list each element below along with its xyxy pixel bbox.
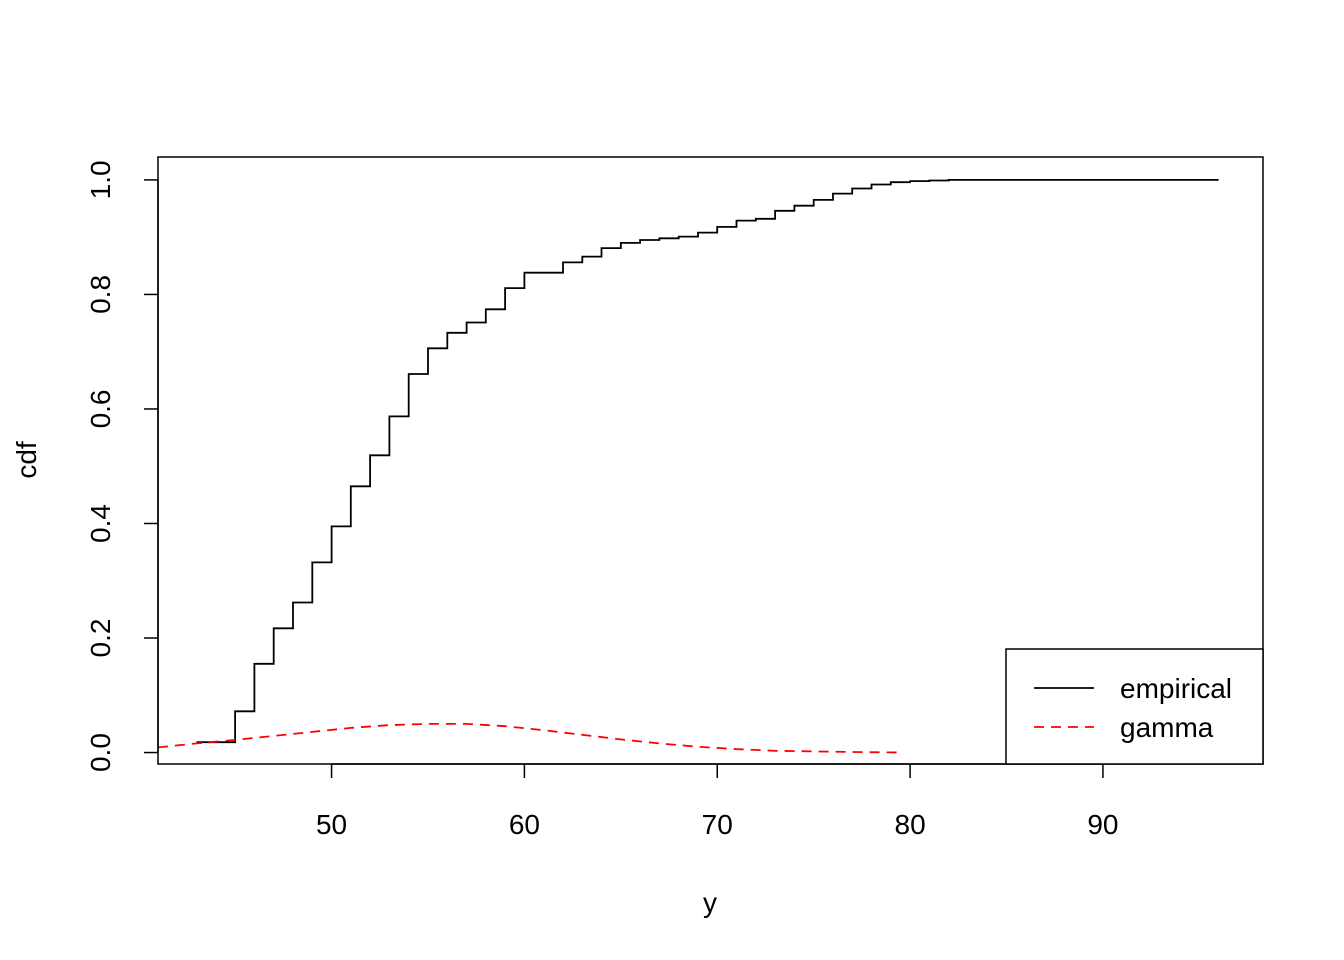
legend-box <box>1005 648 1264 765</box>
series-line-gamma <box>157 723 901 754</box>
y-tick-label: 1.0 <box>85 160 116 199</box>
legend: empirical gamma <box>1005 648 1264 765</box>
y-tick-label: 0.2 <box>85 619 116 658</box>
y-tick-label: 0.8 <box>85 275 116 314</box>
y-tick-label: 0.0 <box>85 733 116 772</box>
x-tick-label: 90 <box>1087 809 1118 840</box>
y-axis: 0.0 0.2 0.4 0.6 0.8 1.0 <box>85 160 159 772</box>
series-line-empirical <box>196 179 1219 744</box>
y-axis-label: cdf <box>11 441 42 479</box>
y-tick-label: 0.4 <box>85 504 116 543</box>
x-axis: 50 60 70 80 90 <box>316 763 1119 840</box>
x-tick-label: 50 <box>316 809 347 840</box>
x-tick-label: 80 <box>895 809 926 840</box>
y-tick-label: 0.6 <box>85 389 116 428</box>
x-tick-label: 70 <box>702 809 733 840</box>
x-axis-label: y <box>703 887 717 918</box>
legend-label-empirical: empirical <box>1120 673 1232 704</box>
plot-lines <box>157 179 1219 754</box>
x-tick-label: 60 <box>509 809 540 840</box>
legend-label-gamma: gamma <box>1120 712 1214 743</box>
